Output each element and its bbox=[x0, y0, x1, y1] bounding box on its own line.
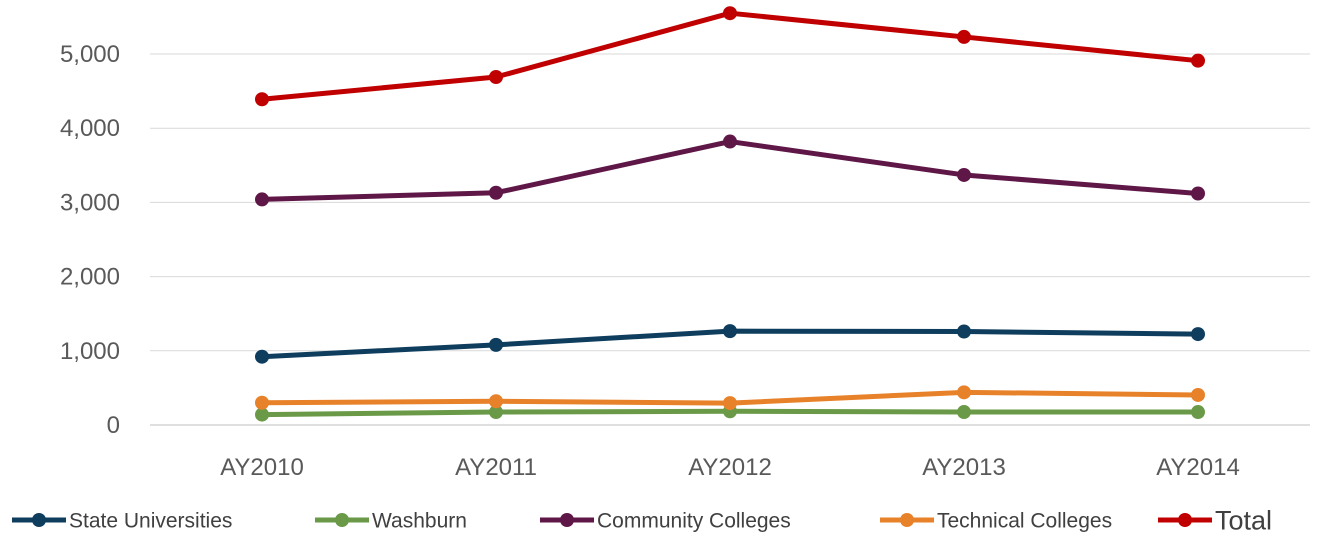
data-point bbox=[723, 134, 737, 149]
gridlines bbox=[150, 53, 1310, 426]
data-point bbox=[1191, 387, 1205, 402]
data-point bbox=[255, 92, 269, 107]
data-point bbox=[489, 394, 503, 409]
data-point bbox=[957, 324, 971, 339]
legend-label: Community Colleges bbox=[597, 509, 791, 532]
data-point bbox=[957, 29, 971, 44]
y-tick-label: 4,000 bbox=[60, 115, 120, 142]
legend-swatch-marker bbox=[32, 513, 46, 527]
data-point bbox=[723, 324, 737, 339]
data-point bbox=[255, 395, 269, 410]
legend-item: Washburn bbox=[315, 509, 467, 532]
data-point bbox=[723, 6, 737, 21]
x-tick-label: AY2013 bbox=[922, 454, 1006, 481]
data-point bbox=[1191, 53, 1205, 68]
data-point bbox=[489, 337, 503, 352]
data-point bbox=[255, 349, 269, 364]
data-point bbox=[1191, 405, 1205, 420]
y-tick-label: 3,000 bbox=[60, 189, 120, 216]
x-tick-label: AY2014 bbox=[1156, 454, 1240, 481]
legend: State Universities Washburn Community Coll… bbox=[12, 505, 1272, 535]
legend-item: Community Colleges bbox=[540, 509, 791, 532]
data-point bbox=[489, 185, 503, 200]
series-state-universities bbox=[255, 324, 1205, 364]
data-point bbox=[723, 396, 737, 411]
y-tick-label: 2,000 bbox=[60, 264, 120, 291]
legend-label: Technical Colleges bbox=[937, 509, 1112, 532]
series-line bbox=[259, 139, 1201, 202]
series-technical-colleges bbox=[255, 385, 1205, 411]
legend-item: Total bbox=[1158, 505, 1272, 535]
data-point bbox=[255, 407, 269, 422]
legend-label: State Universities bbox=[69, 509, 232, 532]
y-tick-label: 5,000 bbox=[60, 41, 120, 68]
data-point bbox=[1191, 186, 1205, 201]
series-lines bbox=[255, 6, 1205, 422]
data-point bbox=[957, 405, 971, 420]
series-washburn bbox=[255, 404, 1205, 422]
x-tick-label: AY2010 bbox=[220, 454, 304, 481]
legend-item: State Universities bbox=[12, 509, 232, 532]
y-axis-tick-labels: 0 1,000 2,000 3,000 4,000 5,000 bbox=[60, 41, 120, 439]
data-point bbox=[489, 70, 503, 85]
legend-label: Total bbox=[1215, 505, 1272, 534]
legend-swatch-marker bbox=[900, 513, 914, 527]
legend-item: Technical Colleges bbox=[880, 509, 1112, 532]
x-tick-label: AY2011 bbox=[455, 454, 537, 481]
data-point bbox=[489, 405, 503, 420]
x-tick-label: AY2012 bbox=[688, 454, 772, 481]
data-point bbox=[255, 192, 269, 207]
series-total bbox=[255, 6, 1205, 107]
y-tick-label: 0 bbox=[107, 412, 120, 439]
legend-swatch-marker bbox=[335, 513, 349, 527]
legend-swatch-marker bbox=[1178, 513, 1192, 527]
x-axis-tick-labels: AY2010 AY2011 AY2012 AY2013 AY2014 bbox=[220, 454, 1240, 481]
data-point bbox=[957, 167, 971, 182]
data-point bbox=[957, 385, 971, 400]
legend-label: Washburn bbox=[372, 509, 467, 532]
series-line bbox=[259, 10, 1201, 102]
data-point bbox=[1191, 327, 1205, 342]
series-community-colleges bbox=[255, 134, 1205, 207]
y-tick-label: 1,000 bbox=[60, 338, 120, 365]
legend-swatch-marker bbox=[560, 513, 574, 527]
